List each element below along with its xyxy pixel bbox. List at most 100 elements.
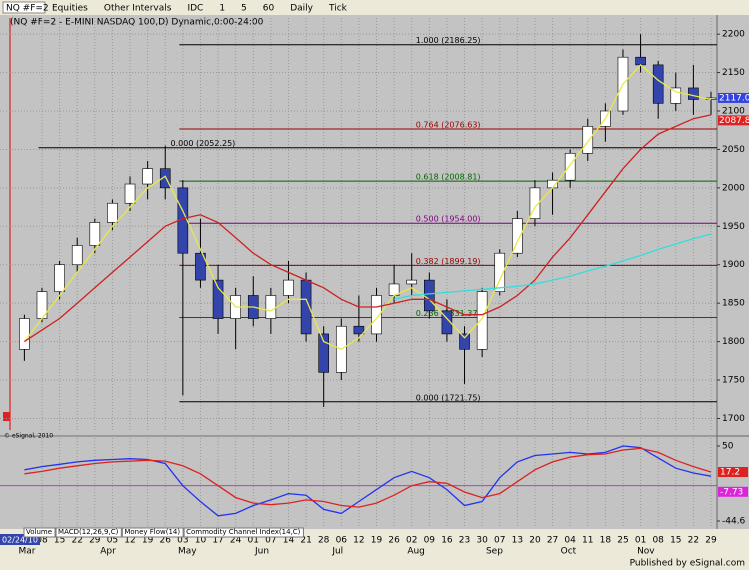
marker xyxy=(3,412,10,421)
candle-body xyxy=(54,264,65,292)
x-tick-label: 06 xyxy=(336,536,348,546)
y-tick-label: 1750 xyxy=(722,376,745,386)
candle-body xyxy=(476,291,488,350)
price-tag-label: 2117.00 xyxy=(719,93,749,103)
tab-label[interactable]: Commodity Channel Index(14,C) xyxy=(186,528,301,536)
x-tick-label: 11 xyxy=(582,536,593,546)
symbol-box[interactable] xyxy=(2,1,46,14)
level-label: 0.764 (2076.63) xyxy=(416,120,481,129)
toolbar-item[interactable]: Tick xyxy=(328,4,348,14)
level-label: 1.000 (2186.25) xyxy=(416,36,481,45)
toolbar xyxy=(0,0,749,15)
toolbar-item[interactable]: 60 xyxy=(263,4,275,14)
candle-body xyxy=(71,245,83,266)
month-label: Jul xyxy=(331,547,343,557)
candle-body xyxy=(142,168,153,185)
month-label: Jun xyxy=(254,547,269,557)
x-tick-label: 05 xyxy=(107,536,118,546)
candle-body xyxy=(371,295,382,335)
tab[interactable] xyxy=(55,527,122,538)
series-line xyxy=(23,63,712,351)
y-tick-label: 2050 xyxy=(722,145,745,155)
candle-body xyxy=(635,56,646,66)
month-label: Nov xyxy=(637,547,655,557)
x-tick-label: 07 xyxy=(494,536,505,546)
price-axis xyxy=(717,15,749,529)
x-tick-label: 02 xyxy=(406,536,417,546)
x-tick-label: 26 xyxy=(160,536,172,546)
candle-body xyxy=(283,279,294,296)
level-label: 0.000 (1721.75) xyxy=(416,393,481,402)
candle-body xyxy=(19,318,30,350)
x-tick-label: 01 xyxy=(248,536,259,546)
x-tick-label: 19 xyxy=(371,536,383,546)
y-tick-label: 2200 xyxy=(722,30,745,40)
toolbar-item[interactable]: 5 xyxy=(241,4,247,14)
x-tick-label: 18 xyxy=(600,536,612,546)
x-tick-label: 16 xyxy=(441,536,453,546)
candle-body xyxy=(353,325,365,335)
y-tick-label: 1700 xyxy=(722,414,745,424)
tab[interactable] xyxy=(183,527,304,538)
x-tick-label: 21 xyxy=(300,536,311,546)
candle-body xyxy=(529,187,541,219)
toolbar-item[interactable]: Equities xyxy=(52,4,88,14)
watermark: © eSignal, 2010 xyxy=(4,433,53,440)
candle-body xyxy=(265,295,277,319)
y-tick-label: 1950 xyxy=(722,222,745,232)
x-tick-label: 08 xyxy=(652,536,664,546)
candle-body xyxy=(670,87,682,104)
symbol[interactable]: NQ #F=2 xyxy=(6,4,49,14)
candle-body xyxy=(424,279,435,312)
start-label-box xyxy=(0,534,40,545)
x-tick-label: 26 xyxy=(388,536,400,546)
toolbar-item[interactable]: Other Intervals xyxy=(104,4,172,14)
tab-label[interactable]: Money Flow(14) xyxy=(124,528,180,536)
y-tick-label: 2000 xyxy=(722,183,745,193)
value-tag xyxy=(718,486,748,497)
tab[interactable] xyxy=(121,527,184,538)
candle-body xyxy=(318,333,329,373)
month-label: Sep xyxy=(486,547,503,557)
tab-label[interactable]: Volume xyxy=(26,528,52,536)
x-tick-label: 19 xyxy=(142,536,154,546)
x-tick-label: 07 xyxy=(265,536,276,546)
toolbar-item[interactable]: Daily xyxy=(290,4,313,14)
candle-body xyxy=(124,183,136,204)
candle-body xyxy=(212,279,224,319)
x-tick-label: 08 xyxy=(36,536,48,546)
candle-body xyxy=(512,218,523,254)
candle-body xyxy=(441,310,453,335)
x-tick-label: 01 xyxy=(635,536,646,546)
x-tick-label: 20 xyxy=(529,536,541,546)
x-tick-label: 09 xyxy=(424,536,436,546)
x-tick-label: 22 xyxy=(688,536,699,546)
level-label: 0.500 (1954.00) xyxy=(416,215,481,224)
month-label: Apr xyxy=(100,547,116,557)
tab-label[interactable]: MACD(12,26,9,C) xyxy=(58,528,119,536)
toolbar-item[interactable]: 1 xyxy=(219,4,225,14)
x-tick-label: 15 xyxy=(54,536,65,546)
footer: Published by eSignal.com xyxy=(630,559,745,569)
x-tick-label: 15 xyxy=(670,536,681,546)
toolbar-item[interactable]: IDC xyxy=(187,4,203,14)
x-tick-label: 27 xyxy=(547,536,558,546)
month-label: Mar xyxy=(19,547,36,557)
candle-body xyxy=(195,252,206,281)
y-tick-label: 1800 xyxy=(722,337,745,347)
candle-body xyxy=(652,64,664,104)
y-tick-label: 50 xyxy=(722,442,734,452)
x-tick-label: 04 xyxy=(564,536,576,546)
x-tick-label: 12 xyxy=(124,536,135,546)
y-tick-label: 2150 xyxy=(722,68,745,78)
footer-bar xyxy=(0,557,749,570)
value-tag xyxy=(718,467,748,478)
month-label: Aug xyxy=(407,547,425,557)
candle-body xyxy=(494,252,506,292)
series-line xyxy=(24,445,712,517)
tab[interactable] xyxy=(23,527,56,538)
x-tick-label: 25 xyxy=(617,536,628,546)
y-tick-label: 1900 xyxy=(722,260,745,270)
